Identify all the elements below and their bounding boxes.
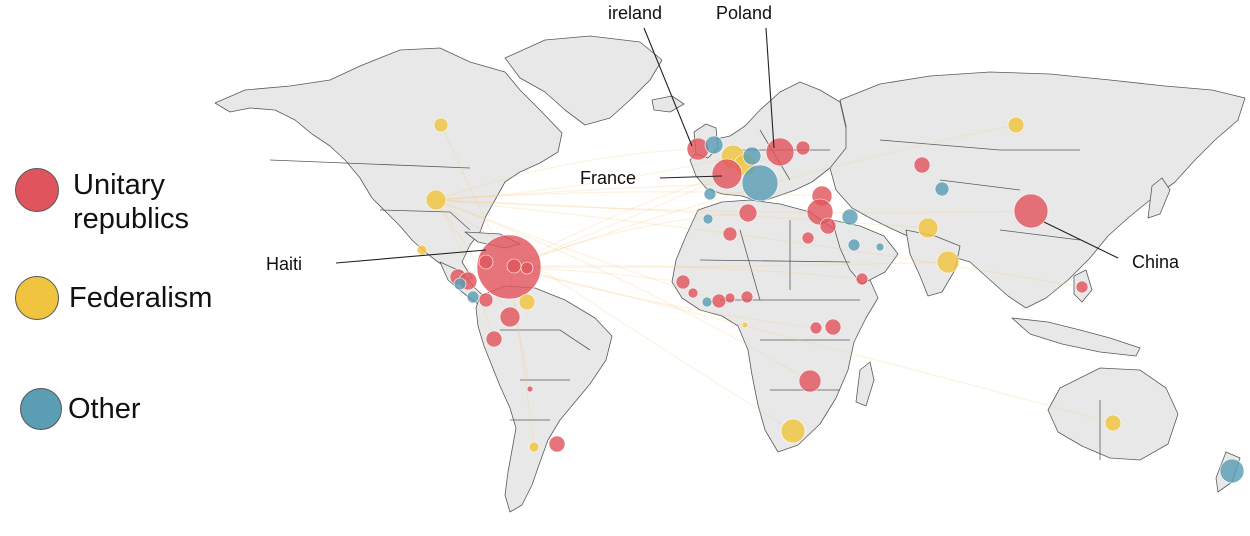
flow-line (435, 199, 794, 432)
unitary-republic-bubble (711, 293, 727, 309)
federalism-bubble (936, 250, 960, 274)
federalism-bubble (1007, 116, 1025, 134)
china-callout-label: China (1132, 252, 1180, 272)
flow-line (508, 266, 1114, 424)
unitary-republics-swatch (15, 168, 59, 212)
other-bubble (875, 242, 885, 252)
france-callout-line (659, 175, 723, 179)
iceland-landmass (651, 95, 685, 113)
madagascar-landmass (855, 361, 875, 407)
south-america-landmass (475, 285, 613, 513)
other-bubble (934, 181, 950, 197)
unitary-republic-bubble (801, 231, 815, 245)
unitary-republic-bubble (687, 287, 699, 299)
arabian-peninsula (831, 219, 899, 285)
unitary-republic-bubble (824, 318, 842, 336)
federalism-swatch (15, 276, 59, 320)
japan-islands (1147, 177, 1171, 219)
unitary-republic-bubble (855, 272, 869, 286)
other-bubble (701, 296, 713, 308)
unitary-republic-bubble (1075, 280, 1089, 294)
unitary-republic-bubble (809, 321, 823, 335)
other-bubble (847, 238, 861, 252)
unitary-label-line1: Unitary (73, 169, 165, 201)
indonesia-islands (1011, 317, 1141, 357)
australia-landmass (1047, 367, 1179, 461)
unitary-republic-bubble (765, 137, 795, 167)
other-bubble (1219, 458, 1245, 484)
unitary-republic-bubble (795, 140, 811, 156)
legend-item-unitary-republics: Unitary republics (15, 168, 189, 236)
federalism-bubble (1104, 414, 1122, 432)
france-callout-label: France (580, 168, 636, 188)
unitary-republic-bubble (548, 435, 566, 453)
federalism-bubble (528, 441, 540, 453)
asia-landmass (829, 71, 1246, 309)
unitary-republic-bubble (478, 254, 494, 270)
unitary-republic-bubble (740, 290, 754, 304)
unitary-republic-bubble (819, 217, 837, 235)
unitary-republic-bubble (478, 292, 494, 308)
flow-line (508, 264, 863, 280)
federalism-bubble (741, 321, 749, 329)
federalism-label: Federalism (69, 282, 213, 314)
other-bubble (703, 187, 717, 201)
unitary-republic-bubble (738, 203, 758, 223)
flow-line (508, 266, 817, 329)
unitary-republic-bubble (520, 261, 534, 275)
other-bubble (841, 208, 859, 226)
unitary-label-line2: republics (73, 203, 190, 235)
federalism-bubble (518, 293, 536, 311)
country-bubbles (416, 116, 1245, 484)
china-callout-line (1043, 221, 1119, 259)
federalism-bubble (416, 244, 428, 256)
other-bubble (704, 135, 724, 155)
unitary-republic-bubble (722, 226, 738, 242)
other-bubble (741, 164, 779, 202)
flow-line (435, 199, 929, 229)
ireland-callout-line (643, 27, 693, 147)
unitary-republic-bubble (913, 156, 931, 174)
flow-line (435, 199, 495, 340)
legend-item-federalism: Federalism (15, 276, 212, 320)
flow-line (435, 199, 511, 318)
unitary-republic-bubble (526, 385, 534, 393)
other-swatch (20, 388, 62, 430)
federalism-bubble (780, 418, 806, 444)
unitary-republic-bubble (1013, 193, 1049, 229)
country-callouts: ireland Poland France Haiti China (266, 3, 1180, 274)
unitary-republic-bubble (499, 306, 521, 328)
greenland-landmass (504, 35, 663, 126)
other-bubble (742, 146, 762, 166)
other-bubble (466, 290, 480, 304)
flow-line (435, 199, 811, 382)
poland-callout-line (765, 27, 775, 149)
other-label: Other (68, 393, 141, 425)
federalism-bubble (917, 217, 939, 239)
flow-line (435, 148, 699, 201)
land-masses (214, 35, 1246, 513)
flow-line (435, 199, 1032, 214)
other-bubble (702, 213, 714, 225)
unitary-republic-bubble (711, 158, 743, 190)
unitary-republic-bubble (724, 292, 736, 304)
flow-line (508, 261, 949, 268)
unitary-republic-bubble (675, 274, 691, 290)
other-bubble (453, 277, 467, 291)
unitary-republic-bubble (798, 369, 822, 393)
ireland-callout-label: ireland (608, 3, 662, 23)
north-america-landmass (214, 47, 563, 281)
haiti-callout-label: Haiti (266, 254, 302, 274)
federalism-bubble (425, 189, 447, 211)
unitary-republic-bubble (506, 258, 522, 274)
flow-line (435, 199, 1083, 288)
unitary-republic-bubble (485, 330, 503, 348)
poland-callout-label: Poland (716, 3, 772, 23)
flow-line (435, 156, 734, 201)
legend-item-other: Other (20, 388, 141, 430)
india-landmass (905, 229, 961, 297)
federalism-bubble (433, 117, 449, 133)
haiti-callout-line (335, 249, 487, 264)
